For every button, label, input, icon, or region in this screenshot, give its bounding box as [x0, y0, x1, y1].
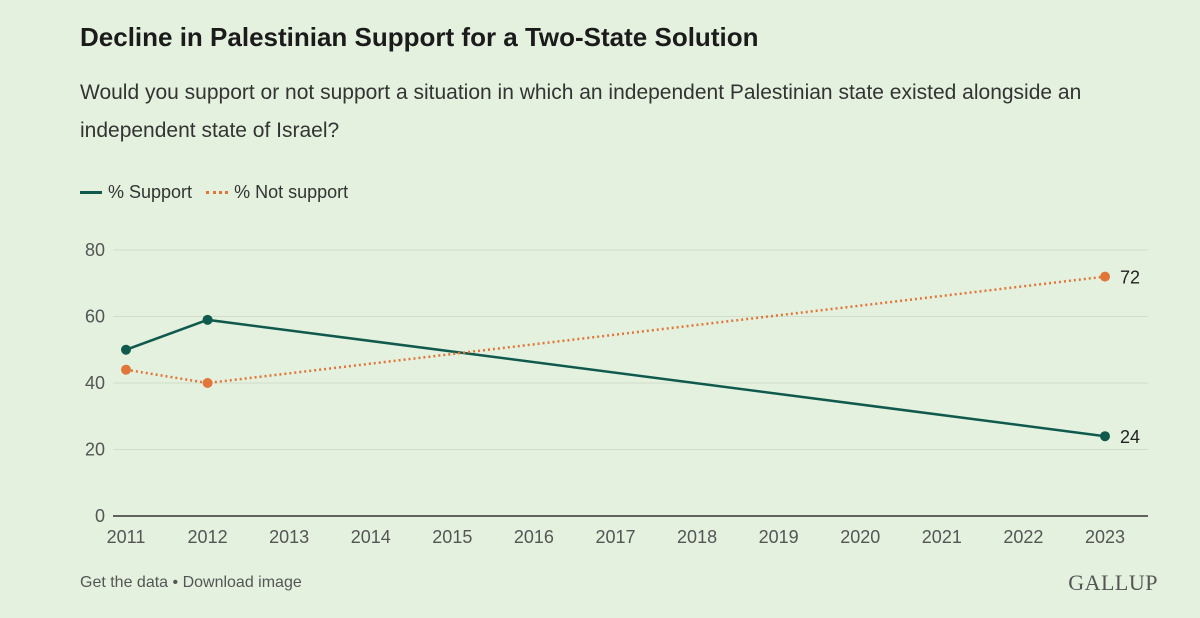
x-tick-label: 2023 — [1085, 527, 1125, 547]
gallup-logo: GALLUP — [1068, 570, 1158, 595]
y-tick-label: 60 — [85, 307, 105, 327]
x-tick-label: 2015 — [432, 527, 472, 547]
x-tick-label: 2014 — [351, 527, 391, 547]
legend-label-not-support: % Not support — [234, 182, 349, 202]
x-tick-label: 2011 — [107, 527, 146, 547]
x-tick-label: 2019 — [759, 527, 799, 547]
download-image-link[interactable]: Download image — [182, 574, 302, 591]
x-tick-label: 2020 — [840, 527, 880, 547]
x-tick-label: 2021 — [922, 527, 962, 547]
series-line-support — [125, 318, 1106, 438]
x-tick-label: 2013 — [269, 527, 309, 547]
data-point-support — [121, 344, 131, 355]
y-tick-label: 80 — [85, 240, 105, 260]
y-tick-label: 40 — [85, 373, 105, 393]
x-tick-label: 2017 — [595, 527, 635, 547]
data-label-not-support: 72 — [1120, 268, 1140, 288]
x-tick-label: 2018 — [677, 527, 717, 547]
data-point-support — [1100, 431, 1110, 442]
chart-title: Decline in Palestinian Support for a Two… — [80, 22, 759, 52]
legend: % Support % Not support — [80, 182, 348, 203]
get-data-link[interactable]: Get the data — [80, 574, 169, 591]
data-point-not-support — [202, 378, 213, 388]
footer-separator: • — [168, 574, 183, 591]
data-point-not-support — [121, 364, 131, 375]
y-tick-label: 20 — [85, 440, 105, 460]
x-tick-label: 2022 — [1003, 527, 1043, 547]
legend-item-support: % Support — [80, 182, 192, 203]
footer: Get the data • Download image — [80, 574, 302, 592]
data-label-support: 24 — [1120, 427, 1140, 447]
legend-item-not-support: % Not support — [206, 182, 348, 203]
legend-label-support: % Support — [108, 182, 193, 202]
x-tick-label: 2012 — [188, 527, 228, 547]
data-point-not-support — [1100, 271, 1110, 282]
data-point-support — [202, 314, 213, 325]
chart-subtitle: Would you support or not support a situa… — [80, 81, 1082, 142]
series-line-not-support — [125, 275, 1106, 385]
legend-swatch-support — [80, 191, 102, 194]
line-chart: 0 20 40 60 80 2011 2012 2013 2014 2015 2016 2017 201… — [85, 240, 1148, 547]
x-tick-label: 2016 — [514, 527, 554, 547]
legend-swatch-not-support — [206, 191, 229, 194]
y-tick-label: 0 — [95, 506, 105, 526]
